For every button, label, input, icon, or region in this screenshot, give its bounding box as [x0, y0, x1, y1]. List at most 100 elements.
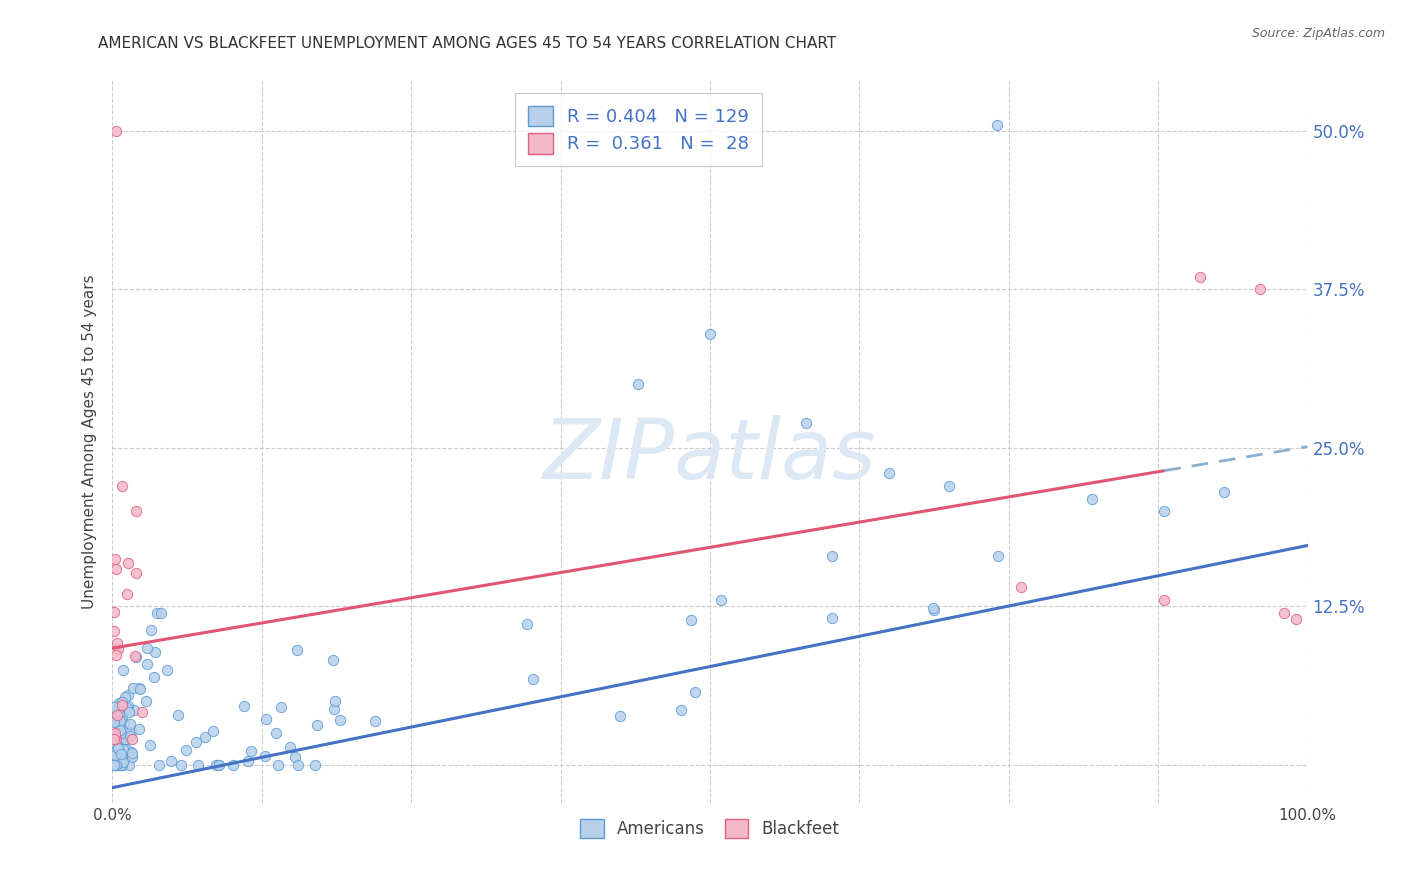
Point [111, 695, 134, 709]
Point [107, 723, 129, 738]
Point [145, 645, 167, 659]
Point [117, 699, 139, 714]
Point [105, 562, 128, 576]
Point [194, 730, 217, 744]
Point [609, 709, 631, 723]
Point [114, 731, 136, 746]
Point [110, 714, 132, 728]
Point [110, 698, 132, 713]
Point [110, 706, 132, 720]
Point [170, 757, 193, 772]
Point [103, 734, 125, 748]
Point [285, 643, 308, 657]
Point [266, 757, 288, 772]
Point [105, 648, 128, 662]
Point [149, 606, 172, 620]
Point [103, 757, 125, 772]
Point [522, 672, 544, 686]
Point [105, 707, 128, 722]
Point [103, 747, 125, 761]
Point [121, 746, 143, 760]
Text: ZIPatlas: ZIPatlas [543, 416, 877, 497]
Point [131, 705, 153, 719]
Point [143, 670, 166, 684]
Point [987, 549, 1010, 563]
Point [1153, 593, 1175, 607]
Point [104, 747, 127, 762]
Point [107, 741, 129, 756]
Point [103, 732, 125, 747]
Point [111, 706, 134, 720]
Point [104, 729, 127, 743]
Point [254, 712, 277, 726]
Point [683, 685, 706, 699]
Point [1189, 269, 1212, 284]
Point [304, 757, 326, 772]
Point [115, 701, 138, 715]
Text: AMERICAN VS BLACKFEET UNEMPLOYMENT AMONG AGES 45 TO 54 YEARS CORRELATION CHART: AMERICAN VS BLACKFEET UNEMPLOYMENT AMONG… [98, 36, 837, 51]
Point [166, 707, 188, 722]
Point [305, 718, 328, 732]
Point [111, 757, 134, 772]
Point [121, 749, 143, 764]
Point [125, 504, 148, 518]
Point [238, 754, 260, 768]
Point [278, 739, 301, 754]
Point [108, 720, 131, 734]
Point [264, 726, 287, 740]
Point [821, 611, 844, 625]
Point [107, 642, 129, 657]
Point [103, 757, 125, 772]
Point [922, 602, 945, 616]
Point [112, 742, 135, 756]
Point [107, 740, 129, 755]
Point [135, 694, 157, 708]
Point [121, 732, 143, 747]
Point [118, 757, 141, 772]
Point [938, 479, 960, 493]
Point [710, 592, 733, 607]
Point [103, 757, 125, 772]
Point [110, 757, 132, 772]
Point [125, 566, 148, 580]
Point [111, 757, 134, 772]
Point [139, 624, 162, 638]
Point [986, 118, 1008, 132]
Point [270, 699, 292, 714]
Point [114, 690, 136, 705]
Point [922, 600, 945, 615]
Point [135, 641, 157, 656]
Point [105, 750, 128, 764]
Point [681, 613, 703, 627]
Point [699, 326, 721, 341]
Point [120, 729, 142, 743]
Point [1213, 485, 1236, 500]
Point [1272, 606, 1295, 620]
Point [136, 657, 159, 672]
Point [208, 757, 231, 772]
Point [117, 556, 139, 570]
Point [105, 124, 128, 138]
Point [111, 747, 134, 762]
Point [128, 681, 150, 696]
Point [105, 714, 128, 729]
Point [110, 708, 132, 723]
Point [205, 757, 228, 772]
Point [1249, 282, 1271, 296]
Point [107, 757, 129, 772]
Point [794, 416, 817, 430]
Point [240, 744, 263, 758]
Point [323, 694, 346, 708]
Point [1285, 612, 1308, 626]
Point [104, 552, 127, 566]
Point [120, 745, 142, 759]
Point [125, 650, 148, 665]
Point [117, 689, 139, 703]
Point [323, 702, 346, 716]
Point [112, 663, 135, 677]
Point [201, 723, 224, 738]
Point [118, 705, 141, 719]
Y-axis label: Unemployment Among Ages 45 to 54 years: Unemployment Among Ages 45 to 54 years [82, 274, 97, 609]
Point [322, 653, 344, 667]
Point [222, 757, 245, 772]
